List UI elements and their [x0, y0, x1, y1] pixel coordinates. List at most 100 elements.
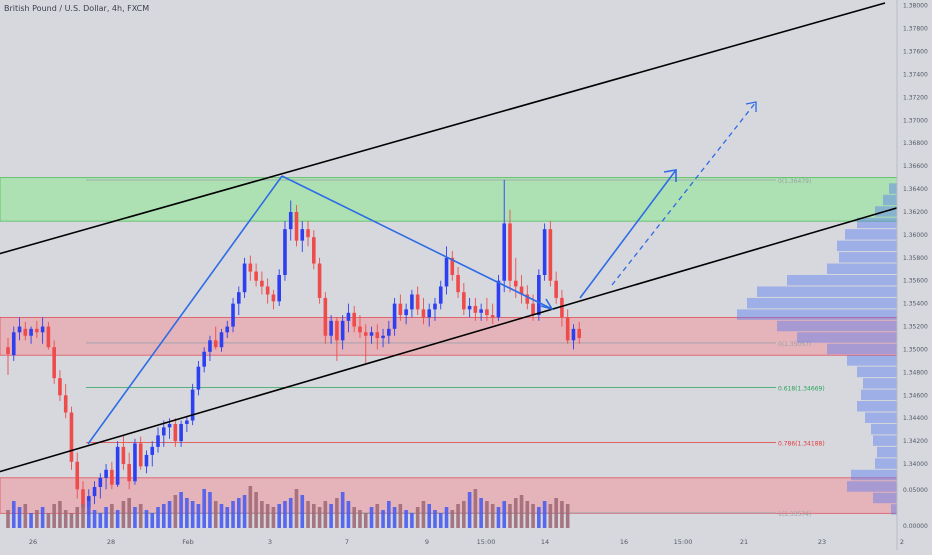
- candle-body: [323, 297, 328, 336]
- candle-body: [300, 229, 305, 241]
- candle-body: [577, 328, 582, 339]
- channel-upper-line: [0, 2, 886, 255]
- volume-bar: [519, 495, 524, 528]
- candle-body: [179, 423, 183, 442]
- volume-bar: [98, 513, 103, 528]
- volume-profile-bar: [865, 412, 897, 423]
- candle-body: [387, 328, 391, 336]
- volume-bar: [363, 513, 368, 528]
- candle-body: [225, 326, 230, 333]
- volume-bar: [352, 507, 356, 528]
- volume-profile-bar: [757, 286, 897, 297]
- time-tick-label: Feb: [182, 538, 194, 546]
- volume-bar: [202, 489, 206, 528]
- candle-body: [508, 223, 512, 281]
- volume-bar: [565, 504, 570, 528]
- volume-bar: [173, 495, 178, 528]
- fib-level-label: 0.618(1.34669): [778, 385, 825, 392]
- volume-bar: [554, 498, 558, 528]
- volume-profile-bar: [839, 252, 897, 263]
- candle-body: [502, 223, 507, 281]
- candle-body: [167, 423, 172, 428]
- volume-bar: [548, 504, 553, 528]
- volume-bar: [63, 510, 68, 528]
- volume-bar: [110, 504, 114, 528]
- candle-body: [456, 275, 460, 293]
- volume-bar: [260, 501, 264, 528]
- volume-bar: [254, 492, 258, 528]
- price-tick-label: 1.36600: [903, 163, 928, 170]
- volume-bar: [392, 507, 397, 528]
- volume-profile-bar: [847, 481, 897, 492]
- time-tick-label: 15:00: [674, 538, 693, 546]
- volume-bar: [410, 513, 414, 528]
- candle-body: [40, 326, 45, 333]
- price-tick-label: 1.37600: [903, 49, 928, 56]
- volume-bar: [6, 510, 10, 528]
- volume-bar: [265, 504, 270, 528]
- candle-body: [156, 435, 160, 447]
- volume-profile-bar: [857, 366, 897, 378]
- volume-bar: [283, 501, 287, 528]
- candle-body: [513, 280, 518, 287]
- time-axis[interactable]: 26 28 Feb 3 7 9 15:00 14 16 15:00 21 23 2: [29, 538, 904, 546]
- volume-bar: [75, 507, 80, 528]
- volume-profile-bar: [857, 217, 897, 229]
- fib-levels-layer: 0(1.36479) 0(1.35057) 0.618(1.34669) 0.786(…: [86, 178, 825, 518]
- candle-body: [271, 294, 276, 302]
- candle-body: [29, 328, 33, 336]
- price-tick-label: 1.36800: [903, 140, 928, 147]
- price-tick-label: 1.37200: [903, 94, 928, 101]
- candle-body: [565, 317, 570, 341]
- candle-body: [519, 286, 524, 295]
- volume-bar: [369, 507, 374, 528]
- candle-body: [98, 477, 103, 487]
- volume-bar: [467, 492, 472, 528]
- volume-bar: [81, 504, 85, 528]
- candle-body: [358, 326, 362, 333]
- fib-level-label: 0.786(1.34188): [778, 441, 825, 448]
- projection-arrowhead: [663, 169, 677, 182]
- price-tick-label: 1.35800: [903, 255, 928, 262]
- volume-bar: [11, 501, 16, 528]
- time-tick-label: 9: [425, 538, 429, 546]
- volume-bar: [208, 492, 212, 528]
- price-axis[interactable]: 1.38000 1.37800 1.37600 1.37400 1.37200 1.370…: [896, 0, 932, 550]
- candle-body: [398, 303, 403, 316]
- candle-body: [138, 443, 143, 467]
- candle-body: [317, 263, 322, 298]
- candle-body: [75, 461, 80, 490]
- candle-body: [202, 351, 206, 367]
- volume-bar: [294, 489, 299, 528]
- candle-body: [490, 315, 495, 318]
- time-tick-label: 7: [345, 538, 349, 546]
- candle-body: [444, 257, 449, 287]
- volume-bar: [138, 504, 143, 528]
- volume-bar: [508, 504, 512, 528]
- candle-body: [196, 366, 201, 390]
- candle-body: [248, 263, 253, 272]
- price-tick-label: 1.34200: [903, 438, 928, 445]
- candle-body: [525, 294, 530, 304]
- volume-bar: [485, 501, 489, 528]
- candle-body: [438, 286, 443, 304]
- wave-down-arrowhead: [540, 298, 554, 311]
- volume-bar: [479, 498, 483, 528]
- volume-profile-bar: [845, 229, 897, 240]
- volume-bar: [560, 501, 564, 528]
- price-tick-label: 1.37400: [903, 71, 928, 78]
- volume-bar: [312, 504, 316, 528]
- candle-body: [92, 486, 97, 497]
- volume-profile-bar: [737, 309, 897, 320]
- wave-down-line: [281, 175, 553, 310]
- volume-bar: [46, 513, 51, 528]
- volume-bar: [144, 510, 149, 528]
- volume-bar: [531, 504, 535, 528]
- volume-bar: [271, 507, 276, 528]
- volume-bar: [127, 498, 131, 528]
- volume-bar: [317, 507, 322, 528]
- volume-profile-bar: [861, 389, 897, 401]
- price-tick-label: 1.38000: [903, 3, 928, 10]
